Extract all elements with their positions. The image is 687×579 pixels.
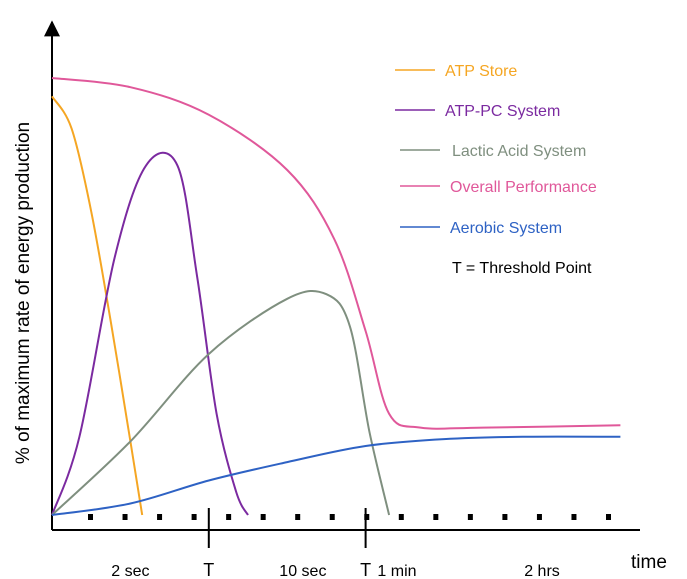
legend: ATP Store ATP-PC System Lactic Acid Syst… <box>395 63 597 277</box>
threshold-lines <box>207 508 367 548</box>
x-tick-mark <box>467 514 473 520</box>
x-tick-label: 2 hrs <box>524 563 560 579</box>
series-line-lactic-acid-system <box>51 289 391 516</box>
series-line-overall-performance <box>51 77 621 430</box>
x-tick-mark <box>191 514 197 520</box>
legend-label-atp-pc: ATP-PC System <box>445 103 560 120</box>
x-tick-label: 10 sec <box>279 563 326 579</box>
series-line-atp-pc-system <box>51 151 249 516</box>
x-tick-label: 2 sec <box>111 563 149 579</box>
x-tick-mark <box>536 514 542 520</box>
x-tick-label: T <box>203 560 214 579</box>
x-axis-label: time <box>631 552 667 573</box>
x-tick-mark <box>329 514 335 520</box>
series-line-aerobic-system <box>51 435 621 516</box>
x-tick-mark <box>88 514 93 520</box>
legend-label-lactic: Lactic Acid System <box>452 143 586 160</box>
x-tick-labels: 2 sec T 10 sec T 1 min 2 hrs <box>111 560 560 579</box>
x-tick-mark <box>364 514 370 520</box>
x-tick-mark <box>226 514 232 520</box>
x-tick-mark <box>398 514 404 520</box>
series-layer <box>51 77 621 516</box>
x-tick-label: T <box>360 560 371 579</box>
x-tick-mark <box>606 514 611 520</box>
y-axis-label: % of maximum rate of energy production <box>13 122 34 464</box>
legend-label-atp-store: ATP Store <box>445 63 517 80</box>
x-tick-marks <box>88 514 611 520</box>
x-tick-mark <box>571 514 577 520</box>
x-tick-mark <box>122 514 128 520</box>
legend-label-aerobic: Aerobic System <box>450 220 562 237</box>
x-tick-mark <box>157 514 163 520</box>
legend-label-overall: Overall Performance <box>450 179 597 196</box>
x-tick-mark <box>433 514 439 520</box>
x-tick-label: 1 min <box>377 563 416 579</box>
x-tick-mark <box>295 514 301 520</box>
legend-threshold-note: T = Threshold Point <box>452 260 592 277</box>
x-tick-mark <box>502 514 508 520</box>
series-line-atp-store <box>51 95 144 516</box>
x-tick-mark <box>260 514 266 520</box>
